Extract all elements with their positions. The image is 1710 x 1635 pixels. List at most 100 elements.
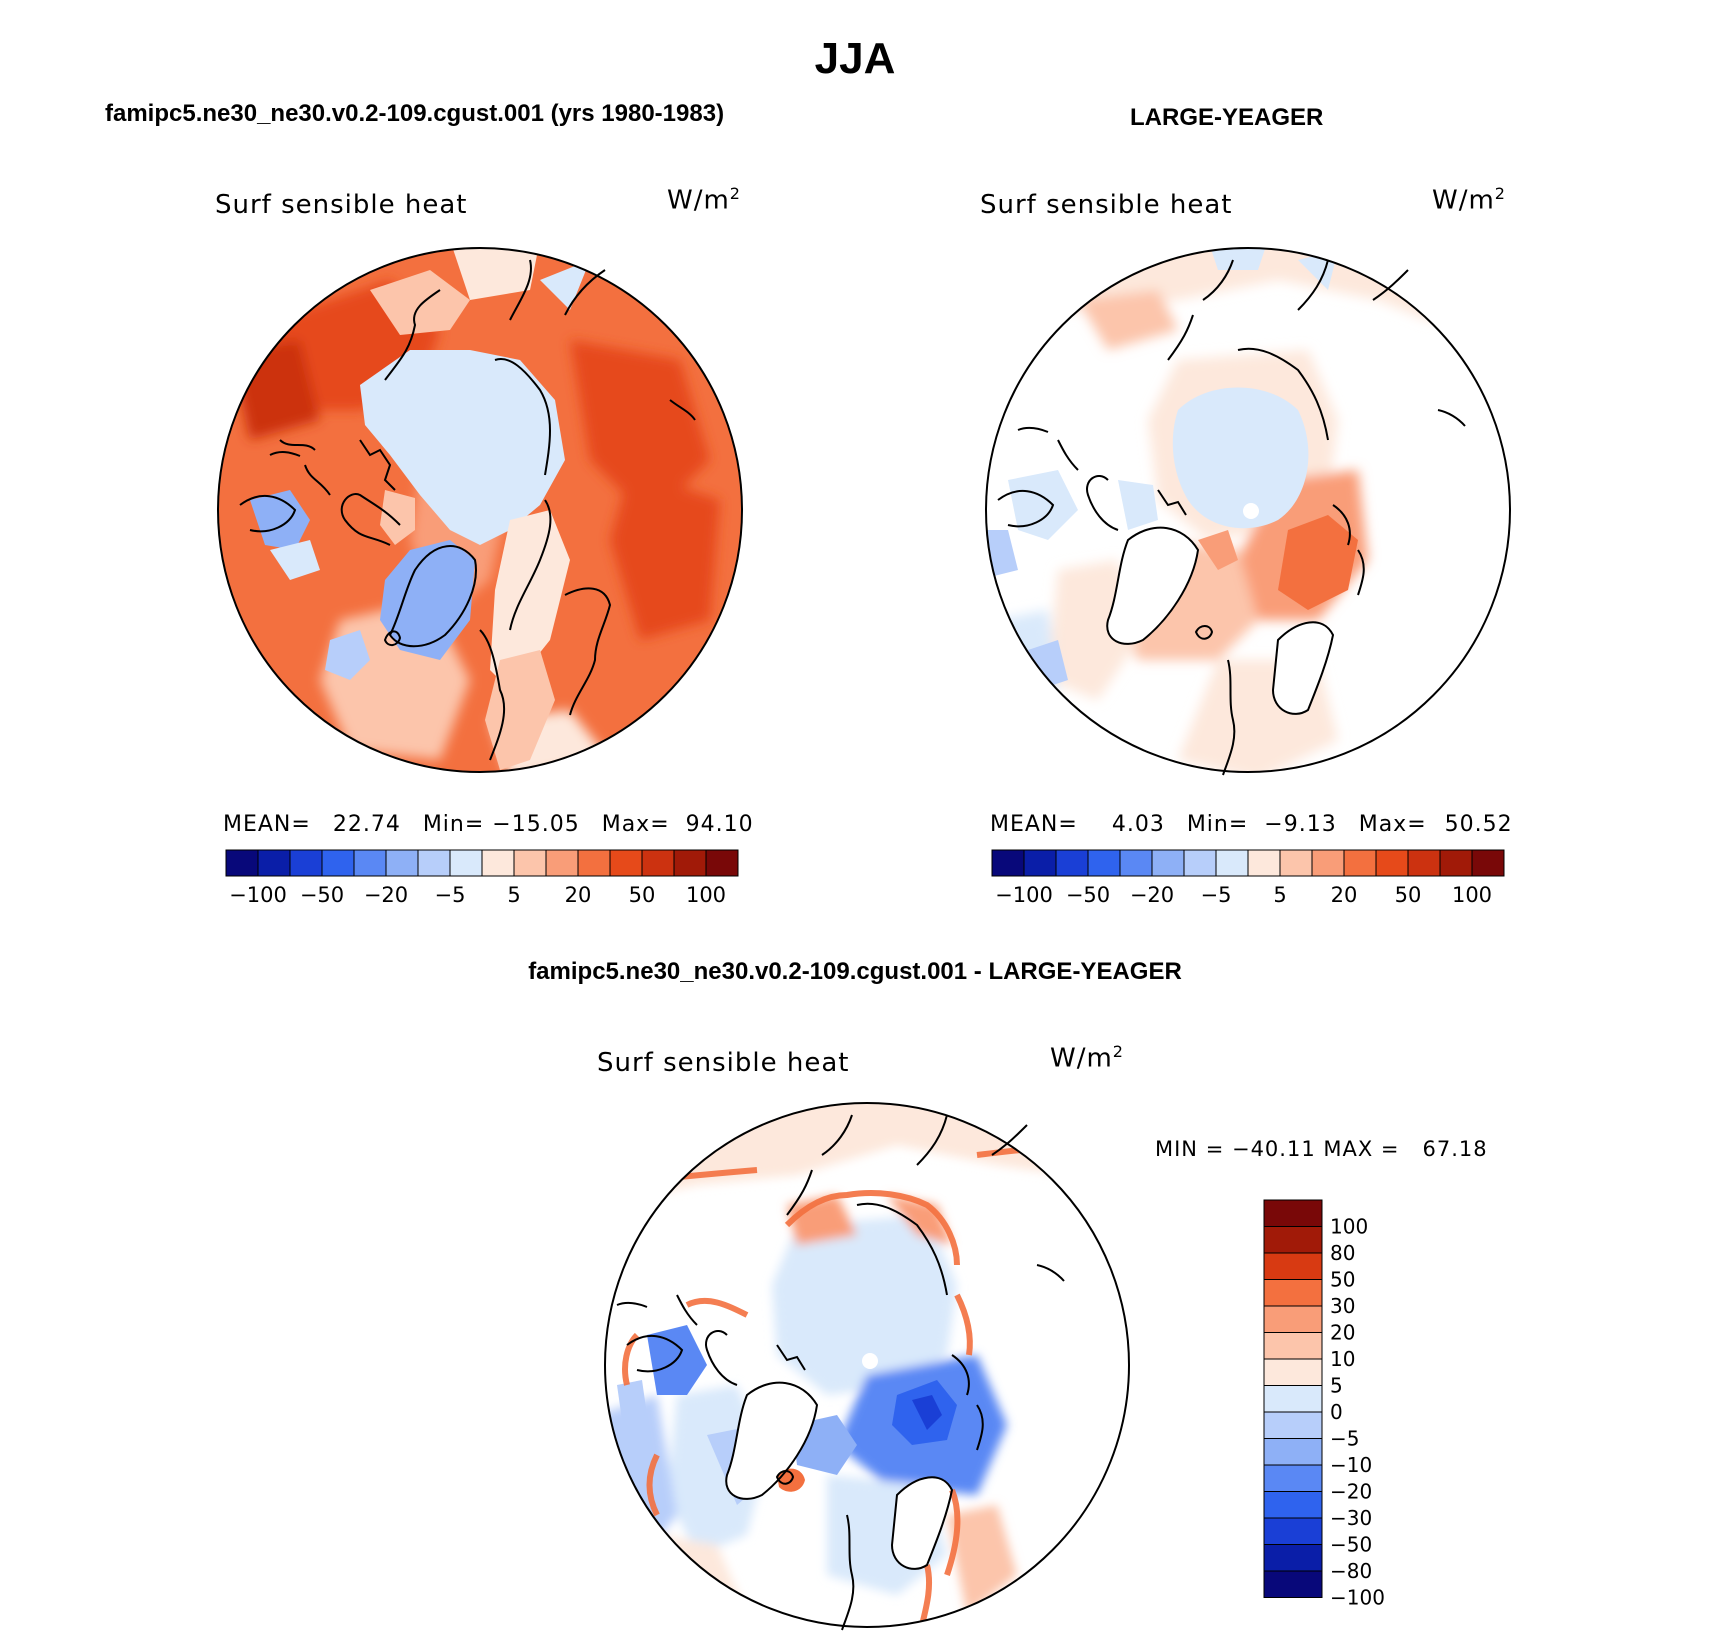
panel3-colorbar-swatch-13 xyxy=(1263,1544,1323,1572)
panel3-colorbar-tick-label: −10 xyxy=(1330,1453,1372,1477)
panel2-colorbar-swatch-12 xyxy=(1375,849,1409,877)
panel3-colorbar-tick-label: 80 xyxy=(1330,1241,1355,1265)
panel3-coastlines xyxy=(616,1114,1065,1631)
panel1-map-border xyxy=(217,247,743,773)
panel1-colorbar-tick-label: 20 xyxy=(565,883,592,907)
panel1-colorbar-swatch-0 xyxy=(225,849,259,877)
panel2-colorbar-swatch-3 xyxy=(1087,849,1121,877)
panel2-colorbar-swatch-9 xyxy=(1279,849,1313,877)
panel3-colorbar-tick-label: 0 xyxy=(1330,1400,1343,1424)
panel1-colorbar-swatch-13 xyxy=(641,849,675,877)
panel1-field xyxy=(218,248,742,772)
panel3-colorbar-tick-label: 5 xyxy=(1330,1374,1343,1398)
panel2-mean-label: MEAN= xyxy=(990,812,1078,837)
panel2-coastlines xyxy=(997,259,1466,776)
panel2-colorbar-swatch-7 xyxy=(1215,849,1249,877)
panel2-colorbar-tick-label: 50 xyxy=(1395,883,1422,907)
panel2-colorbar-swatch-4 xyxy=(1119,849,1153,877)
panel1-max-value: 94.10 xyxy=(685,812,754,837)
panel2-colorbar-swatch-0 xyxy=(991,849,1025,877)
panel3-units: W/m2 xyxy=(1050,1042,1124,1074)
panel1-colorbar-swatch-5 xyxy=(385,849,419,877)
panel2-colorbar-swatch-11 xyxy=(1343,849,1377,877)
panel3-colorbar-swatch-0 xyxy=(1263,1199,1323,1227)
panel2-colorbar-swatch-6 xyxy=(1183,849,1217,877)
panel3-colorbar-swatch-7 xyxy=(1263,1385,1323,1413)
panel2-max-value: 50.52 xyxy=(1444,812,1513,837)
panel1-colorbar-swatch-2 xyxy=(289,849,323,877)
panel2-colorbar-swatch-14 xyxy=(1439,849,1473,877)
panel1-coastlines xyxy=(239,259,696,761)
panel2-field xyxy=(986,248,1510,772)
panel3-map xyxy=(604,1102,1130,1631)
panel2-min-label: Min= xyxy=(1186,812,1249,837)
panel2-variable-label: Surf sensible heat xyxy=(980,190,1233,220)
panel1-colorbar-tick-label: 100 xyxy=(686,883,726,907)
panel2-min-value: −9.13 xyxy=(1264,812,1337,837)
panel3-variable-label: Surf sensible heat xyxy=(597,1048,850,1078)
main-title: JJA xyxy=(814,34,896,83)
panel3-colorbar-swatch-12 xyxy=(1263,1517,1323,1545)
panel2-stats: MEAN= 4.03 Min= −9.13 Max= 50.52 xyxy=(990,812,1513,837)
panel3-colorbar-tick-label: −30 xyxy=(1330,1506,1372,1530)
panel3-colorbar-tick-label: −5 xyxy=(1330,1427,1359,1451)
panel1-colorbar-swatch-10 xyxy=(545,849,579,877)
panel3-colorbar-swatch-4 xyxy=(1263,1305,1323,1333)
panel2-colorbar-tick-label: −50 xyxy=(1066,883,1110,907)
panel1-colorbar-tick-label: 5 xyxy=(507,883,520,907)
panel3-colorbar-swatch-2 xyxy=(1263,1252,1323,1280)
panel2-colorbar-tick-label: 5 xyxy=(1273,883,1286,907)
panel3-heading: famipc5.ne30_ne30.v0.2-109.cgust.001 - L… xyxy=(528,958,1182,985)
panel3-field xyxy=(605,1103,1129,1627)
panel3-colorbar-swatch-3 xyxy=(1263,1279,1323,1307)
panel1-colorbar-swatch-6 xyxy=(417,849,451,877)
panel2-units: W/m2 xyxy=(1432,184,1506,216)
panel1-units: W/m2 xyxy=(667,184,741,216)
panel3-colorbar-tick-label: −100 xyxy=(1330,1586,1385,1610)
panel1-mean-value: 22.74 xyxy=(332,812,401,837)
panel1-colorbar: −100 −50 −20 −5 5 20 50 100 xyxy=(225,849,739,907)
panel3-colorbar-tick-label: 30 xyxy=(1330,1294,1355,1318)
panel3-colorbar-swatch-6 xyxy=(1263,1358,1323,1386)
panel1-colorbar-tick-label: −50 xyxy=(300,883,344,907)
panel2-mean-value: 4.03 xyxy=(1111,812,1165,837)
panel2-colorbar-swatch-5 xyxy=(1151,849,1185,877)
panel1-colorbar-tick-label: −100 xyxy=(229,883,287,907)
panel3-colorbar-tick-label: 50 xyxy=(1330,1268,1355,1292)
panel2-colorbar-swatch-2 xyxy=(1055,849,1089,877)
panel1-colorbar-swatch-14 xyxy=(673,849,707,877)
panel3-colorbar-tick-label: 20 xyxy=(1330,1321,1355,1345)
panel3-colorbar-tick-label: −20 xyxy=(1330,1480,1372,1504)
panel1-colorbar-swatch-7 xyxy=(449,849,483,877)
panel1-colorbar-swatch-11 xyxy=(577,849,611,877)
panel3-colorbar-tick-label: −80 xyxy=(1330,1559,1372,1583)
panel1-colorbar-tick-label: 50 xyxy=(629,883,656,907)
panel2-colorbar-swatch-15 xyxy=(1471,849,1505,877)
panel1-stats: MEAN= 22.74 Min= −15.05 Max= 94.10 xyxy=(223,812,754,837)
panel1-max-label: Max= xyxy=(601,812,670,837)
panel1-colorbar-swatch-12 xyxy=(609,849,643,877)
panel2-colorbar-tick-label: 100 xyxy=(1452,883,1492,907)
panel2-colorbar-swatch-8 xyxy=(1247,849,1281,877)
panel3-colorbar-swatch-1 xyxy=(1263,1226,1323,1254)
panel1-colorbar-swatch-1 xyxy=(257,849,291,877)
panel1-min-value: −15.05 xyxy=(492,812,580,837)
panel1-colorbar-swatch-3 xyxy=(321,849,355,877)
panel2-map-border xyxy=(985,247,1511,773)
panel3-colorbar-swatch-14 xyxy=(1263,1570,1323,1598)
panel2-colorbar-tick-label: −100 xyxy=(995,883,1053,907)
panel1-colorbar-swatch-9 xyxy=(513,849,547,877)
panel3-colorbar-tick-label: 100 xyxy=(1330,1215,1368,1239)
panel1-colorbar-tick-label: −20 xyxy=(364,883,408,907)
panel2-colorbar-swatch-1 xyxy=(1023,849,1057,877)
panel3-colorbar-swatch-10 xyxy=(1263,1464,1323,1492)
panel3-colorbar-tick-label: −50 xyxy=(1330,1533,1372,1557)
panel2-colorbar-tick-label: 20 xyxy=(1331,883,1358,907)
panel2-colorbar-tick-label: −5 xyxy=(1201,883,1232,907)
panel2-colorbar: −100 −50 −20 −5 5 20 50 100 xyxy=(991,849,1505,907)
panel3-min-max: MIN = −40.11 MAX = 67.18 xyxy=(1155,1137,1488,1161)
panel2-heading: LARGE-YEAGER xyxy=(1130,104,1324,131)
panel3-colorbar-swatch-11 xyxy=(1263,1491,1323,1519)
panel2-colorbar-swatch-13 xyxy=(1407,849,1441,877)
